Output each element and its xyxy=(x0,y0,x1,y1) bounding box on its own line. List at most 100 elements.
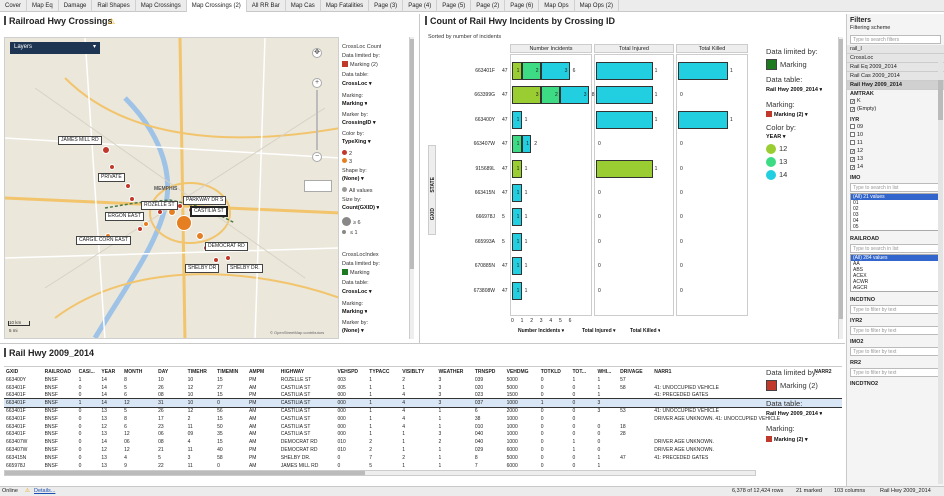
map-marker[interactable] xyxy=(102,146,110,154)
legend-color-item-2[interactable]: 2 xyxy=(342,150,352,157)
legend-marking-dropdown[interactable]: Marking xyxy=(342,101,367,107)
incident-bar-segment[interactable] xyxy=(512,208,522,227)
table-row[interactable]: 663407W BNSF 0 12 12 21 11 40 PM DEMOCRAT RD 010 2 1… xyxy=(4,446,842,454)
chart-legend-year-13[interactable]: 13 xyxy=(766,157,787,170)
injured-bar[interactable] xyxy=(596,159,653,178)
imo2-filter-input[interactable]: Type to filter by text xyxy=(850,347,941,356)
tab-8[interactable]: Map Fatalities xyxy=(321,0,370,12)
legend-color-item-3[interactable]: 3 xyxy=(342,158,352,165)
column-header[interactable]: TIMEMIN xyxy=(217,368,239,375)
zoom-out-button[interactable]: − xyxy=(312,152,322,162)
legend-data-limited-value[interactable]: Marking (2) xyxy=(342,61,378,68)
map-label-rozelle-st[interactable]: ROZELLE ST xyxy=(141,201,178,210)
tab-13[interactable]: Page (6) xyxy=(505,0,540,12)
legend-size-dropdown[interactable]: Count(GXID) xyxy=(342,205,379,211)
axis-selector-0[interactable]: Number Incidents xyxy=(518,328,564,334)
map-label-james-mill-rd[interactable]: JAMES MILL RD xyxy=(58,136,102,145)
iyr2-filter-input[interactable]: Type to filter by text xyxy=(850,326,941,335)
column-header[interactable]: TOTKLD xyxy=(540,368,561,375)
legend-marker-dropdown2[interactable]: (None) xyxy=(342,328,364,334)
column-header[interactable]: NARR1 xyxy=(654,368,672,375)
column-header[interactable]: RAILROAD xyxy=(44,368,71,375)
incident-bar-segment[interactable] xyxy=(512,184,522,202)
checkbox[interactable] xyxy=(850,124,855,129)
map-marker[interactable] xyxy=(176,215,192,231)
details-link[interactable]: Details... xyxy=(34,488,56,494)
incident-bar-segment[interactable] xyxy=(512,110,522,129)
tab-9[interactable]: Page (3) xyxy=(369,0,404,12)
column-header[interactable]: MONTH xyxy=(124,368,143,375)
map-label-parkway-dr-s[interactable]: PARKWAY DR S xyxy=(183,196,227,205)
legend-data-limited-value2[interactable]: Marking xyxy=(342,269,370,276)
column-header[interactable]: GXID xyxy=(6,368,19,375)
amtrak-item-k[interactable]: ✓ K xyxy=(850,98,861,105)
rr2-filter-input[interactable]: Type to filter by text xyxy=(850,368,941,377)
imo-list-item[interactable]: 06 xyxy=(851,230,940,231)
imo-list-item[interactable]: 05 xyxy=(853,224,859,230)
legend-shape-dropdown[interactable]: (None) xyxy=(342,176,364,182)
table-row[interactable]: 665978J BNSF 0 13 9 22 11 0 AM JAMES MILL RD 0 5 1 1 7… xyxy=(4,462,842,470)
column-header[interactable]: TYPACC xyxy=(369,368,390,375)
tab-7[interactable]: Map Cas xyxy=(286,0,321,12)
tab-15[interactable]: Map Ops (2) xyxy=(575,0,619,12)
incident-bar-segment[interactable] xyxy=(512,159,522,178)
imo-list-item[interactable]: 02 xyxy=(853,206,859,212)
filter-search-input[interactable]: Type to search filters xyxy=(850,35,941,44)
killed-bar[interactable] xyxy=(678,110,728,129)
incident-bar-segment[interactable] xyxy=(512,281,522,300)
imo-list-item[interactable]: (All) 21 values xyxy=(851,194,940,200)
tab-3[interactable]: Rail Shapes xyxy=(92,0,136,12)
table-row[interactable]: 663401F BNSF 0 13 5 26 12 56 AM CASTILIA ST 000 1 4 1… xyxy=(4,407,842,415)
railroad-list-item[interactable]: AGR xyxy=(851,291,940,292)
imo-search-input[interactable]: Type to search in list xyxy=(850,183,941,192)
tab-0[interactable]: Cover xyxy=(0,0,28,12)
railroad-list[interactable]: (All) 284 valuesAAABSACEXACWRAGCRAGR xyxy=(850,254,941,292)
injured-bar[interactable] xyxy=(596,86,653,105)
filter-table-1[interactable]: CrossLoc xyxy=(847,54,944,63)
railroad-list-item[interactable]: AA xyxy=(853,261,860,267)
filter-table-3[interactable]: Rail Cas 2009_2014 xyxy=(847,72,944,81)
warning-icon[interactable]: ⚠ xyxy=(108,17,116,26)
chart-legend-color-dropdown[interactable]: YEAR xyxy=(766,134,786,140)
map-label-shelby-dr[interactable]: SHELBY DR xyxy=(185,264,220,273)
filter-table-2[interactable]: Rail Eq 2009_2014 xyxy=(847,63,944,72)
filter-table-0[interactable]: rail_I xyxy=(847,45,944,54)
column-header[interactable]: WHI... xyxy=(597,368,612,375)
legend-color-dropdown[interactable]: TypeXing xyxy=(342,139,371,145)
tab-14[interactable]: Map Ops xyxy=(539,0,575,12)
killed-bar[interactable] xyxy=(678,62,728,80)
table-hscrollbar[interactable] xyxy=(4,470,756,476)
iyr-item-10[interactable]: 10 xyxy=(847,132,944,140)
tab-4[interactable]: Map Crossings xyxy=(136,0,187,12)
imo-list-item[interactable]: 04 xyxy=(853,218,859,224)
column-header[interactable]: NARR2 xyxy=(814,368,832,375)
gxid-label[interactable]: 665993A xyxy=(474,238,495,245)
chart-legend-marking-dropdown[interactable]: Marking (2) xyxy=(766,111,808,118)
iyr-item-09[interactable]: 09 xyxy=(847,124,944,132)
legend-marking-dropdown2[interactable]: Marking xyxy=(342,309,367,315)
layers-dropdown[interactable]: Layers ▾ xyxy=(10,42,100,54)
table-row[interactable]: 663401F BNSF 0 13 12 06 09 35 AM CASTILIA ST 000 1 1… xyxy=(4,431,842,439)
column-header[interactable]: DRIVAGE xyxy=(620,368,643,375)
map-marker[interactable] xyxy=(137,226,143,232)
map-label-democrat-rd[interactable]: DEMOCRAT RD xyxy=(205,242,248,251)
tab-1[interactable]: Map Eq xyxy=(27,0,59,12)
table-row[interactable]: 663401F BNSF 1 14 12 31 10 0 PM CASTILIA ST 000 1 4 3… xyxy=(4,398,842,409)
injured-bar[interactable] xyxy=(596,110,653,129)
data-table[interactable]: GXID RAILROAD CASI... YEAR MONTH DAY TIMEHR TIM… xyxy=(4,366,842,479)
filtering-scheme-dropdown[interactable]: Filtering scheme xyxy=(850,25,891,31)
iyr-item-12[interactable]: ✓ 12 xyxy=(847,148,944,156)
incident-bar-segment[interactable] xyxy=(521,135,532,154)
tab-5[interactable]: Map Crossings (2) xyxy=(186,0,247,12)
table-legend-marking-dropdown[interactable]: Marking (2) xyxy=(766,436,808,443)
axis-selector-2[interactable]: Total Killed xyxy=(630,328,660,334)
incdtno-filter-input[interactable]: Type to filter by text xyxy=(850,305,941,314)
tab-6[interactable]: All RR Bar xyxy=(247,0,286,12)
injured-bar[interactable] xyxy=(596,62,653,80)
imo-list[interactable]: (All) 21 values010203040506 xyxy=(850,193,941,231)
column-header[interactable]: HIGHWAY xyxy=(280,368,305,375)
incident-bar-segment[interactable] xyxy=(512,62,522,80)
column-header[interactable]: DAY xyxy=(158,368,169,375)
gxid-label[interactable]: 666978J xyxy=(475,214,495,221)
chart-legend-data-limited-value[interactable]: Marking xyxy=(766,59,807,70)
